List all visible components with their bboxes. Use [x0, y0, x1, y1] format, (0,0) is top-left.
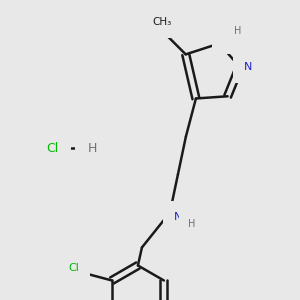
- Text: Cl: Cl: [46, 142, 58, 154]
- Text: H: H: [188, 220, 196, 230]
- Text: N: N: [244, 62, 253, 72]
- Text: N: N: [223, 32, 232, 43]
- Text: CH₃: CH₃: [152, 17, 171, 27]
- Text: H: H: [234, 26, 241, 37]
- Text: N: N: [174, 212, 182, 223]
- Text: H: H: [87, 142, 97, 154]
- Text: Cl: Cl: [68, 263, 80, 274]
